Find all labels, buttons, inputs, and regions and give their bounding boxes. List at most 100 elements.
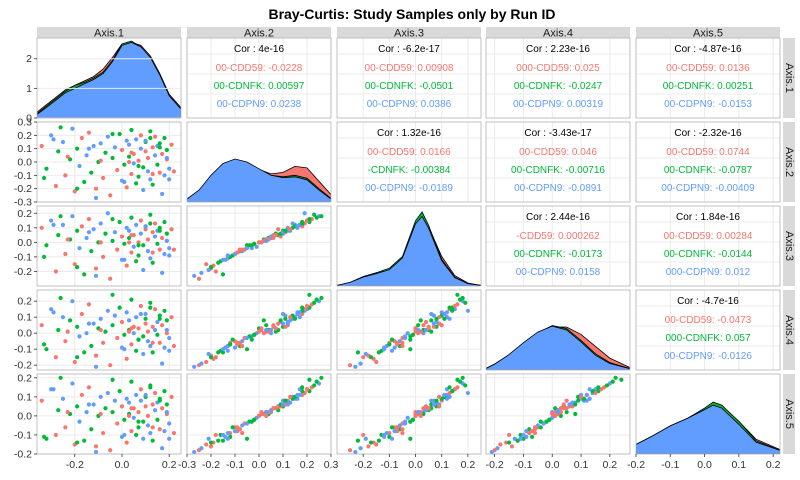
scatter-point xyxy=(141,334,146,339)
strip-top-1 xyxy=(37,27,181,38)
scatter-point xyxy=(126,154,132,159)
scatter-point xyxy=(41,254,47,260)
scatter-point xyxy=(150,182,155,187)
scatter-point xyxy=(145,237,151,242)
scatter-point xyxy=(220,438,226,443)
scatter-point xyxy=(204,262,209,267)
scatter-point xyxy=(408,436,413,441)
scatter-point xyxy=(150,260,155,265)
scatter-point xyxy=(138,231,143,236)
scatter-point xyxy=(86,230,92,235)
scatter-point xyxy=(278,234,283,239)
scatter-point xyxy=(103,406,108,411)
panel-r3-c4: Cor : 2.44e-16 -CDD59: 0.000262 00-CDNFK: … xyxy=(485,205,631,287)
y-tick-label: 0.1 xyxy=(17,391,32,403)
scatter-point xyxy=(86,302,92,307)
correlation-group: 00-CDNFK: -0.00716 xyxy=(511,165,605,176)
panel-border xyxy=(36,37,182,119)
scatter-point xyxy=(447,305,452,310)
x-tick-label: 0.0 xyxy=(408,459,423,471)
scatter-point xyxy=(150,438,155,443)
scatter-point xyxy=(157,170,162,175)
scatter-point xyxy=(141,436,146,441)
scatter-point xyxy=(421,406,426,411)
scatter-point xyxy=(93,444,99,449)
scatter-point xyxy=(208,355,214,360)
scatter-point xyxy=(213,269,218,274)
scatter-point xyxy=(126,159,132,165)
scatter-point xyxy=(169,142,174,147)
panel-border xyxy=(635,373,781,455)
density-area xyxy=(486,325,630,370)
scatter-point xyxy=(264,327,269,333)
scatter-point xyxy=(126,400,132,405)
correlation-text: Cor : -6.2e-17 00-CDD59: 0.00908 00-CDNFK:… xyxy=(365,44,454,110)
scatter-point xyxy=(150,145,155,150)
scatter-point xyxy=(91,227,96,232)
scatter-point xyxy=(91,321,96,326)
scatter-point xyxy=(395,425,400,430)
scatter-point xyxy=(122,332,127,337)
correlation-overall: Cor : -4.87e-16 xyxy=(674,44,742,55)
scatter-point xyxy=(112,398,118,403)
panel-border xyxy=(336,37,482,119)
scatter-point xyxy=(70,126,75,131)
scatter-point xyxy=(141,267,146,273)
panel-border xyxy=(485,37,631,119)
scatter-point xyxy=(429,311,434,317)
scatter-point xyxy=(150,250,155,255)
scatter-point xyxy=(408,337,413,342)
scatter-point xyxy=(145,413,151,419)
scatter-point xyxy=(252,332,257,337)
scatter-point xyxy=(117,389,122,394)
scatter-point xyxy=(155,162,160,167)
scatter-point xyxy=(382,347,387,352)
scatter-point xyxy=(141,243,146,248)
y-tick-label: 0.2 xyxy=(17,130,32,142)
scatter-point xyxy=(129,250,134,255)
scatter-point xyxy=(596,385,601,390)
panel-border xyxy=(36,373,182,455)
y-tick-label: 0.2 xyxy=(17,372,32,384)
scatter-point xyxy=(39,398,44,403)
scatter-point xyxy=(148,256,153,261)
correlation-group: 000-CDD59: 0.025 xyxy=(516,63,600,74)
scatter-point xyxy=(283,316,288,321)
scatter-point xyxy=(110,216,115,222)
scatter-point xyxy=(463,300,468,305)
scatter-point xyxy=(136,174,141,179)
scatter-point xyxy=(314,297,319,302)
scatter-point xyxy=(434,316,439,321)
scatter-point xyxy=(122,162,127,167)
scatter-point xyxy=(134,348,139,353)
scatter-point xyxy=(171,247,177,252)
scatter-point xyxy=(75,186,80,191)
scatter-point xyxy=(171,169,177,174)
scatter-point xyxy=(63,339,68,344)
scatter-point xyxy=(555,409,561,415)
scatter-point xyxy=(58,214,63,219)
scatter-point xyxy=(167,335,172,341)
scatter-point xyxy=(44,166,49,171)
scatter-point xyxy=(136,337,141,342)
scatter-point xyxy=(518,436,523,441)
scatter-point xyxy=(51,387,56,392)
scatter-point xyxy=(235,340,240,345)
scatter-point xyxy=(256,329,262,334)
correlation-group: 00-CDPN9: -0.0891 xyxy=(514,183,602,194)
scatter-point xyxy=(110,323,115,328)
scatter-point xyxy=(79,135,84,141)
scatter-point xyxy=(143,316,148,321)
scatter-point xyxy=(292,316,298,321)
scatter-point xyxy=(157,340,162,345)
correlation-group: 00-CDD59: 0.00284 xyxy=(664,231,753,242)
density-area xyxy=(187,158,331,202)
scatter-point xyxy=(105,390,110,396)
correlation-group: 00-CDNFK: 0.00597 xyxy=(214,81,305,92)
scatter-point xyxy=(465,390,471,396)
scatter-point xyxy=(129,379,134,384)
correlation-group: -CDNFK: -0.00384 xyxy=(368,165,451,176)
scatter-point xyxy=(75,440,80,445)
strip-top-label: Axis.1 xyxy=(94,28,124,40)
scatter-point xyxy=(230,337,235,342)
